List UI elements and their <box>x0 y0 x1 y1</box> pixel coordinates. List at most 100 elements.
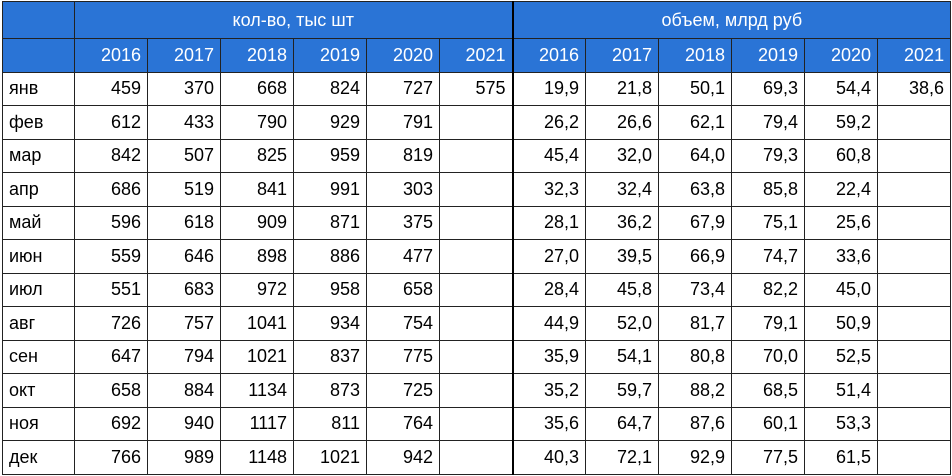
column-header: 2017 <box>147 38 221 73</box>
value-cell: 28,1 <box>511 205 587 240</box>
month-cell: ноя <box>2 406 75 441</box>
value-cell: 85,8 <box>731 172 806 207</box>
value-cell: 754 <box>366 306 440 341</box>
column-header: 2016 <box>511 38 587 73</box>
value-cell: 74,7 <box>731 239 806 274</box>
value-cell: 646 <box>147 239 221 274</box>
month-cell: апр <box>2 172 75 207</box>
value-cell: 62,1 <box>658 105 733 140</box>
empty-cell <box>877 239 952 274</box>
value-cell: 35,9 <box>511 339 587 374</box>
value-cell: 25,6 <box>804 205 879 240</box>
value-cell: 45,8 <box>585 272 660 307</box>
value-cell: 507 <box>147 138 221 173</box>
column-header: 2018 <box>658 38 733 73</box>
value-cell: 88,2 <box>658 373 733 408</box>
value-cell: 67,9 <box>658 205 733 240</box>
empty-cell <box>877 205 952 240</box>
value-cell: 64,7 <box>585 406 660 441</box>
value-cell: 52,5 <box>804 339 879 374</box>
column-header: 2018 <box>220 38 294 73</box>
value-cell: 63,8 <box>658 172 733 207</box>
value-cell: 618 <box>147 205 221 240</box>
empty-cell <box>877 105 952 140</box>
month-cell: июн <box>2 239 75 274</box>
value-cell: 79,1 <box>731 306 806 341</box>
empty-cell <box>877 406 952 441</box>
value-cell: 22,4 <box>804 172 879 207</box>
column-header: 2016 <box>74 38 148 73</box>
table-row: авг 726 757 1041 934 754 44,9 52,0 81,7 79,1 50,9 <box>2 306 952 341</box>
value-cell: 51,4 <box>804 373 879 408</box>
value-cell: 32,3 <box>511 172 587 207</box>
empty-cell <box>438 406 514 441</box>
value-cell: 370 <box>147 71 221 106</box>
value-cell: 819 <box>366 138 440 173</box>
value-cell: 1134 <box>220 373 294 408</box>
empty-cell <box>877 272 952 307</box>
value-cell: 790 <box>220 105 294 140</box>
value-cell: 989 <box>147 440 221 475</box>
value-cell: 66,9 <box>658 239 733 274</box>
value-cell: 87,6 <box>658 406 733 441</box>
column-header: 2021 <box>438 38 514 73</box>
value-cell: 898 <box>220 239 294 274</box>
value-cell: 77,5 <box>731 440 806 475</box>
value-cell: 658 <box>366 272 440 307</box>
value-cell: 75,1 <box>731 205 806 240</box>
table-row: янв 459 370 668 824 727 575 19,9 21,8 50,1 69,3 54,… <box>2 71 952 106</box>
value-cell: 38,6 <box>877 71 952 106</box>
value-cell: 59,7 <box>585 373 660 408</box>
value-cell: 433 <box>147 105 221 140</box>
value-cell: 658 <box>74 373 148 408</box>
empty-cell <box>438 138 514 173</box>
table-body: янв 459 370 668 824 727 575 19,9 21,8 50,1 69,3 54,… <box>2 71 952 475</box>
value-cell: 70,0 <box>731 339 806 374</box>
table-row: сен 647 794 1021 837 775 35,9 54,1 80,8 70,0 52,5 <box>2 339 952 374</box>
value-cell: 82,2 <box>731 272 806 307</box>
value-cell: 942 <box>366 440 440 475</box>
table-row: июн 559 646 898 886 477 27,0 39,5 66,9 74,7 33,6 <box>2 239 952 274</box>
column-header: 2019 <box>731 38 806 73</box>
column-header: 2020 <box>804 38 879 73</box>
month-cell: сен <box>2 339 75 374</box>
value-cell: 54,1 <box>585 339 660 374</box>
table-row: апр 686 519 841 991 303 32,3 32,4 63,8 85,8 22,4 <box>2 172 952 207</box>
value-cell: 886 <box>293 239 367 274</box>
value-cell: 1021 <box>293 440 367 475</box>
value-cell: 959 <box>293 138 367 173</box>
value-cell: 59,2 <box>804 105 879 140</box>
table-row: фев 612 433 790 929 791 26,2 26,6 62,1 79,4 59,2 <box>2 105 952 140</box>
value-cell: 79,3 <box>731 138 806 173</box>
table-row: мар 842 507 825 959 819 45,4 32,0 64,0 79,3 60,8 <box>2 138 952 173</box>
value-cell: 45,0 <box>804 272 879 307</box>
value-cell: 21,8 <box>585 71 660 106</box>
value-cell: 54,4 <box>804 71 879 106</box>
value-cell: 53,3 <box>804 406 879 441</box>
value-cell: 477 <box>366 239 440 274</box>
value-cell: 60,8 <box>804 138 879 173</box>
value-cell: 825 <box>220 138 294 173</box>
table-row: ноя 692 940 1117 811 764 35,6 64,7 87,6 60,1 53,3 <box>2 406 952 441</box>
column-header: 2019 <box>293 38 367 73</box>
empty-cell <box>438 306 514 341</box>
value-cell: 871 <box>293 205 367 240</box>
value-cell: 837 <box>293 339 367 374</box>
value-cell: 873 <box>293 373 367 408</box>
value-cell: 929 <box>293 105 367 140</box>
empty-cell <box>877 339 952 374</box>
value-cell: 726 <box>74 306 148 341</box>
month-cell: мар <box>2 138 75 173</box>
empty-cell <box>877 172 952 207</box>
value-cell: 842 <box>74 138 148 173</box>
value-cell: 972 <box>220 272 294 307</box>
empty-cell <box>438 172 514 207</box>
value-cell: 33,6 <box>804 239 879 274</box>
empty-cell <box>438 373 514 408</box>
value-cell: 72,1 <box>585 440 660 475</box>
value-cell: 80,8 <box>658 339 733 374</box>
empty-cell <box>438 272 514 307</box>
value-cell: 884 <box>147 373 221 408</box>
value-cell: 683 <box>147 272 221 307</box>
table-row: июл 551 683 972 958 658 28,4 45,8 73,4 82,2 45,0 <box>2 272 952 307</box>
